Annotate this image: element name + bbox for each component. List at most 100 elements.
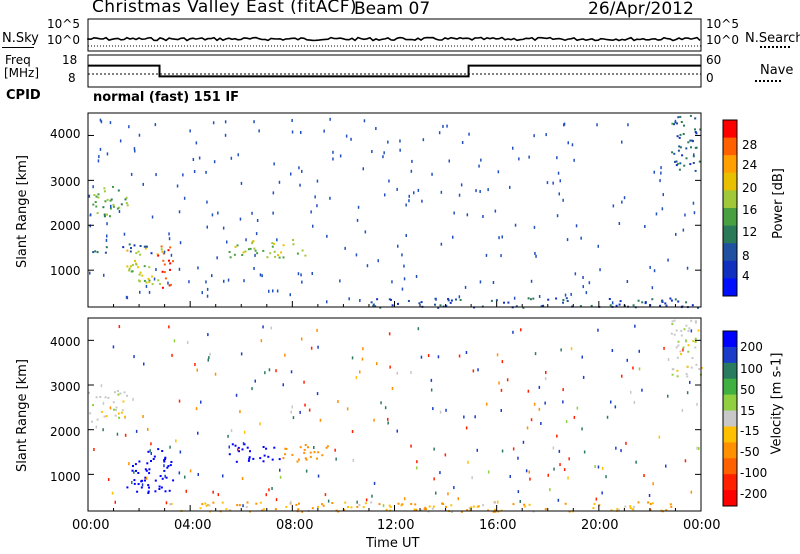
power-cell — [304, 254, 307, 257]
power-cell — [234, 245, 237, 248]
velocity-scatter-cell — [111, 491, 114, 495]
velocity-cell — [295, 503, 298, 506]
power-cell — [379, 306, 382, 309]
velocity-scatter-cell — [270, 326, 272, 330]
power-cell — [135, 263, 138, 266]
power-cell — [679, 146, 682, 149]
power-scatter-cell — [405, 234, 407, 237]
velocity-cell — [170, 503, 173, 505]
velocity-scatter-cell — [128, 462, 130, 466]
velocity-scatter-cell — [100, 384, 103, 388]
velocity-scatter-cell — [135, 429, 138, 433]
velocity-scatter-cell — [597, 328, 599, 332]
velocity-cell — [92, 404, 94, 407]
velocity-scatter-cell — [606, 415, 609, 419]
power-scatter-cell — [268, 289, 270, 293]
power-cell — [437, 306, 440, 309]
power-cell — [697, 306, 699, 309]
velocity-cell — [685, 372, 688, 375]
velocity-scatter-cell — [260, 339, 263, 343]
velocity-cell — [141, 479, 144, 482]
power-cell — [641, 301, 644, 304]
power-scatter-cell — [440, 242, 443, 246]
power-scatter-cell — [597, 244, 599, 248]
velocity-cell — [278, 458, 281, 461]
power-scatter-cell — [92, 185, 94, 189]
velocity-cell — [410, 503, 413, 505]
velocity-scatter-cell — [241, 477, 244, 480]
power-cell — [685, 301, 688, 304]
power-cell — [97, 193, 100, 196]
power-ytick-2000: 2000 — [50, 219, 81, 233]
velocity-cell — [316, 457, 318, 460]
power-scatter-cell — [563, 123, 565, 127]
power-scatter-cell — [99, 147, 102, 151]
velocity-scatter-cell — [301, 337, 303, 341]
power-cell — [274, 255, 277, 258]
velocity-scatter-cell — [262, 325, 264, 329]
power-scatter-cell — [575, 224, 578, 228]
velocity-cell — [282, 457, 285, 460]
power-scatter-cell — [413, 191, 415, 195]
power-scatter-cell — [364, 230, 367, 234]
velocity-scatter-cell — [667, 394, 669, 398]
power-cell — [249, 247, 252, 250]
power-cell — [168, 259, 170, 262]
velocity-scatter-cell — [500, 388, 503, 392]
power-scatter-cell — [500, 254, 502, 258]
velocity-scatter-cell — [472, 369, 475, 373]
velocity-cell — [428, 505, 431, 508]
velocity-cell — [115, 409, 117, 411]
velocity-scatter-cell — [359, 370, 361, 374]
velocity-cell — [116, 390, 119, 392]
power-cell — [139, 271, 142, 274]
power-scatter-cell — [401, 287, 404, 291]
velocity-cell — [107, 396, 110, 399]
velocity-cell — [679, 350, 682, 353]
power-cell — [112, 186, 114, 188]
velocity-scatter-cell — [635, 460, 637, 464]
power-cell — [280, 251, 283, 254]
velocity-cell — [686, 365, 689, 368]
power-colorbar-frame — [722, 119, 738, 297]
power-cell — [103, 213, 106, 216]
power-scatter-cell — [243, 279, 245, 283]
velocity-scatter-cell — [496, 353, 499, 357]
velocity-cell — [150, 460, 152, 462]
velocity-cell — [524, 505, 527, 508]
power-cell — [685, 157, 688, 160]
velocity-scatter-cell — [538, 407, 541, 411]
velocity-cell — [564, 502, 567, 505]
power-cell — [110, 198, 113, 201]
velocity-cell — [616, 508, 619, 510]
velocity-scatter-cell — [209, 352, 211, 356]
power-scatter-cell — [388, 179, 390, 183]
power-cell — [126, 249, 129, 252]
power-scatter-cell — [311, 272, 313, 275]
velocity-cell — [262, 446, 265, 448]
velocity-scatter-cell — [116, 432, 119, 436]
nsearch-legend-line — [760, 46, 790, 48]
power-cell — [134, 259, 136, 262]
power-scatter-cell — [223, 279, 225, 283]
power-ylabel: Slant Range [km] — [14, 155, 30, 268]
power-scatter-cell — [552, 181, 554, 185]
velocity-cell — [114, 391, 116, 394]
velocity-scatter-cell — [95, 425, 98, 429]
power-scatter-cell — [344, 246, 346, 250]
power-cell — [228, 251, 231, 253]
power-cell — [590, 304, 593, 307]
power-cbar-tick-24: 24 — [742, 158, 758, 172]
power-cell — [282, 244, 285, 247]
velocity-cell — [476, 505, 479, 508]
velocity-scatter-cell — [594, 465, 596, 468]
power-scatter-cell — [382, 155, 384, 159]
velocity-colorbar-swatch — [723, 474, 737, 491]
power-cell — [503, 301, 505, 304]
velocity-scatter-cell — [439, 471, 441, 475]
power-scatter-cell — [684, 213, 686, 217]
velocity-cell — [680, 353, 683, 356]
power-scatter-cell — [291, 130, 294, 134]
velocity-scatter-cell — [169, 445, 171, 449]
power-cell — [169, 246, 172, 249]
